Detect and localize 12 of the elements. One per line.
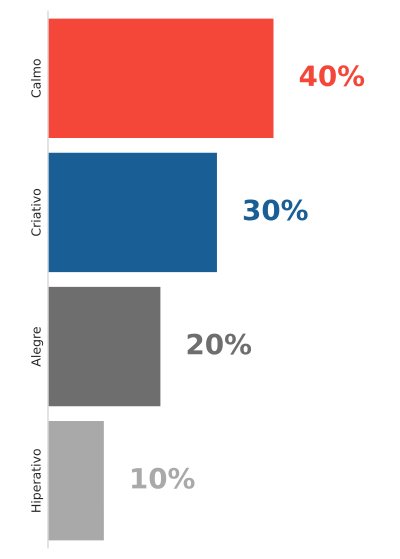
bar (48, 420, 106, 542)
bar (48, 286, 162, 408)
y-tick-label: Alegre (31, 327, 44, 367)
y-tick-label: Calmo (31, 59, 41, 98)
bar (48, 151, 218, 274)
data-label: 40% (300, 65, 364, 86)
data-label: 30% (244, 199, 308, 220)
y-tick-label: Criativo (31, 188, 41, 236)
data-label: 10% (132, 468, 195, 489)
data-label: 20% (188, 334, 252, 355)
bar (48, 17, 275, 140)
y-tick-label: Hiperativo (31, 449, 44, 512)
